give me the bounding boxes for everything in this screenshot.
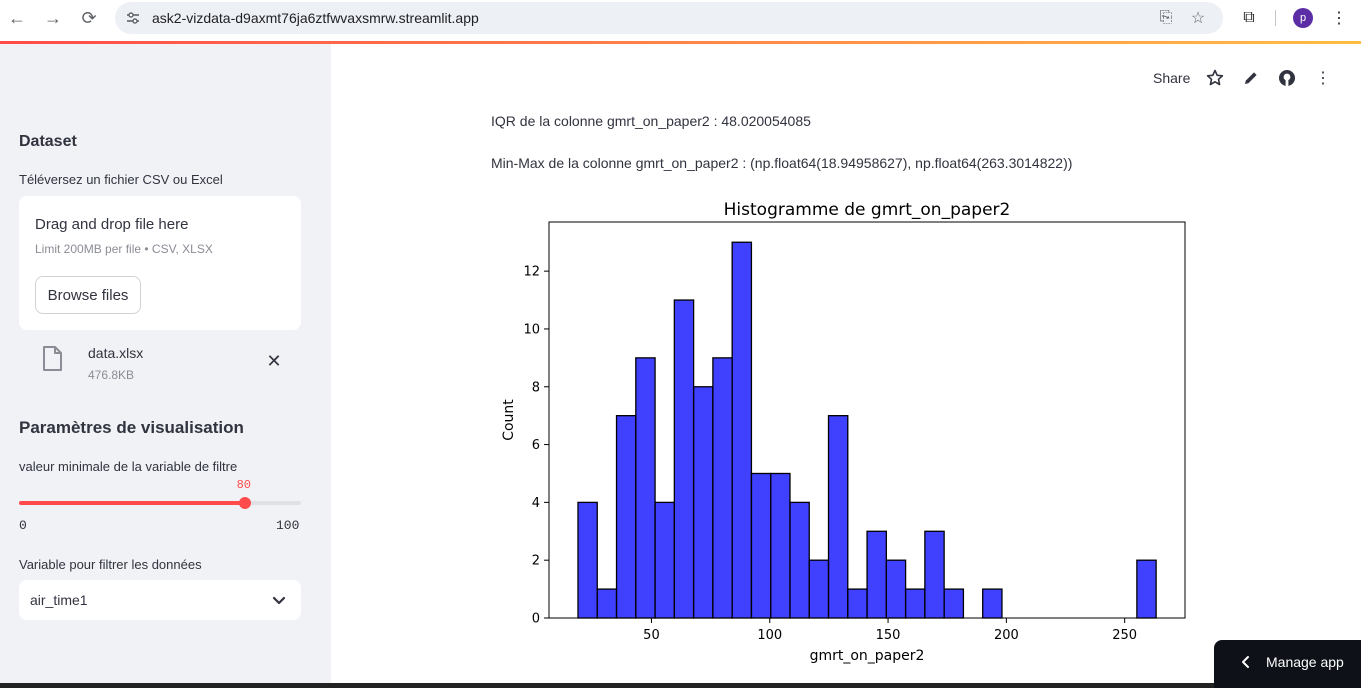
- site-settings-icon[interactable]: [125, 10, 141, 26]
- y-tick-label: 2: [532, 554, 540, 569]
- histogram-bar: [615, 415, 637, 619]
- x-tick-label: 100: [757, 628, 782, 643]
- uploaded-file: data.xlsx 476.8KB ✕: [19, 340, 301, 386]
- min-value-slider[interactable]: [19, 497, 301, 509]
- histogram-bar: [692, 386, 714, 619]
- histogram-bar: [827, 415, 849, 619]
- select-label: Variable pour filtrer les données: [19, 557, 202, 572]
- histogram-bar: [596, 588, 618, 619]
- chevron-left-icon: [1242, 656, 1249, 668]
- histogram-bar: [654, 501, 675, 619]
- histogram-bar: [750, 472, 772, 619]
- histogram-bar: [847, 588, 868, 619]
- y-axis-label: Count: [501, 399, 517, 441]
- file-name: data.xlsx: [88, 345, 144, 361]
- histogram-bar: [1136, 559, 1157, 619]
- minmax-text: Min-Max de la colonne gmrt_on_paper2 : (…: [491, 155, 1073, 171]
- main-content: Share ⋮ IQR de la colonne gmrt_on_paper2…: [331, 44, 1361, 688]
- chevron-down-icon: [272, 596, 286, 605]
- histogram-bar: [924, 530, 945, 619]
- upload-label: Téléversez un fichier CSV ou Excel: [19, 172, 223, 187]
- main-menu-icon[interactable]: ⋮: [1315, 70, 1331, 87]
- extensions-icon[interactable]: ⧉: [1243, 9, 1255, 26]
- bookmark-star-icon[interactable]: ☆: [1190, 10, 1206, 27]
- address-bar[interactable]: ask2-vizdata-d9axmt76ja6ztfwvaxsmrw.stre…: [115, 2, 1223, 34]
- toolbar-divider: [1275, 10, 1276, 26]
- histogram-bar: [770, 472, 791, 619]
- histogram-chart: Histogramme de gmrt_on_paper2 50 100 150 20…: [501, 200, 1186, 664]
- edit-pencil-icon[interactable]: [1241, 68, 1261, 88]
- y-tick-label: 0: [532, 612, 540, 627]
- chrome-menu-icon[interactable]: ⋮: [1331, 10, 1347, 27]
- viz-params-heading: Paramètres de visualisation: [19, 418, 244, 437]
- file-size: 476.8KB: [88, 368, 135, 382]
- histogram-bar: [712, 357, 733, 619]
- install-app-icon[interactable]: ⎘: [1159, 9, 1173, 26]
- star-icon[interactable]: [1205, 68, 1225, 88]
- histogram-bar: [789, 501, 810, 619]
- manage-app-button[interactable]: Manage app: [1214, 640, 1361, 688]
- reload-icon[interactable]: ⟳: [81, 7, 97, 28]
- github-icon[interactable]: [1277, 68, 1297, 88]
- y-tick-label: 12: [523, 265, 540, 280]
- y-tick-label: 8: [532, 380, 540, 395]
- profile-avatar[interactable]: p: [1293, 8, 1313, 28]
- select-value: air_time1: [30, 592, 88, 608]
- slider-thumb[interactable]: [238, 497, 251, 509]
- streamlit-header-bar: [0, 41, 1361, 44]
- browser-toolbar: ← → ⟳ ask2-vizdata-d9axmt76ja6ztfwvaxsmr…: [0, 0, 1361, 36]
- histogram-bar: [982, 588, 1003, 619]
- file-icon: [43, 346, 62, 371]
- chart-title: Histogramme de gmrt_on_paper2: [724, 200, 1011, 220]
- histogram-bar: [866, 530, 887, 619]
- sidebar: Dataset Téléversez un fichier CSV ou Exc…: [0, 44, 331, 688]
- histogram-bar: [943, 588, 965, 619]
- histogram-bar: [885, 559, 907, 619]
- manage-app-label: Manage app: [1266, 654, 1344, 670]
- y-tick-label: 10: [523, 322, 540, 337]
- x-tick-label: 50: [643, 628, 660, 643]
- iqr-text: IQR de la colonne gmrt_on_paper2 : 48.02…: [491, 113, 811, 129]
- histogram-bar: [673, 299, 695, 619]
- histogram-bar: [808, 559, 830, 619]
- histogram-bar: [635, 357, 656, 619]
- slider-min: 0: [19, 518, 27, 533]
- dataset-heading: Dataset: [19, 133, 77, 150]
- dropzone-limit: Limit 200MB per file • CSV, XLSX: [35, 242, 213, 256]
- slider-fill: [19, 501, 245, 505]
- back-icon[interactable]: ←: [8, 7, 26, 28]
- url-text[interactable]: ask2-vizdata-d9axmt76ja6ztfwvaxsmrw.stre…: [152, 10, 479, 26]
- browse-files-button[interactable]: Browse files: [35, 276, 141, 314]
- x-tick-label: 150: [876, 628, 901, 643]
- plot-frame: [548, 221, 1186, 619]
- x-axis-label: gmrt_on_paper2: [810, 648, 925, 664]
- slider-value: 80: [236, 478, 251, 492]
- histogram-bar: [731, 241, 753, 619]
- x-tick-label: 200: [994, 628, 1019, 643]
- file-dropzone[interactable]: Drag and drop file here Limit 200MB per …: [19, 196, 301, 330]
- histogram-bar: [577, 501, 598, 619]
- slider-max: 100: [276, 518, 300, 533]
- x-tick-label: 250: [1112, 628, 1137, 643]
- y-tick-label: 4: [532, 496, 540, 511]
- avatar-letter: p: [1299, 12, 1307, 24]
- y-tick-label: 6: [532, 438, 540, 453]
- filter-variable-select[interactable]: air_time1: [19, 580, 301, 620]
- forward-icon[interactable]: →: [44, 7, 62, 28]
- slider-label: valeur minimale de la variable de filtre: [19, 459, 238, 474]
- close-icon[interactable]: ✕: [266, 350, 282, 371]
- dropzone-title: Drag and drop file here: [35, 216, 189, 233]
- histogram-bar: [904, 588, 926, 619]
- taskbar-strip: [0, 683, 1214, 688]
- share-button[interactable]: Share: [1153, 70, 1191, 86]
